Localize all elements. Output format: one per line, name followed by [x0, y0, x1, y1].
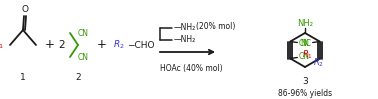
Text: $R_1$: $R_1$: [302, 48, 313, 61]
Text: 3: 3: [302, 78, 308, 87]
Text: $R_1$: $R_1$: [0, 39, 4, 51]
Text: CN: CN: [78, 29, 89, 38]
Text: NH₂: NH₂: [297, 19, 313, 28]
Text: 2: 2: [59, 40, 65, 50]
Text: —NH₂: —NH₂: [174, 36, 196, 44]
Text: 86-96% yields: 86-96% yields: [278, 89, 332, 98]
Text: —NH₂: —NH₂: [174, 23, 196, 32]
Text: $R_2$: $R_2$: [113, 39, 125, 51]
Text: 1: 1: [20, 73, 26, 82]
Text: +: +: [45, 39, 55, 51]
Text: CN: CN: [299, 52, 310, 61]
Text: CN: CN: [299, 39, 310, 48]
Text: −CHO: −CHO: [127, 40, 155, 50]
Text: HOAc (40% mol): HOAc (40% mol): [160, 63, 223, 72]
Text: CN: CN: [78, 52, 89, 61]
Text: +: +: [97, 39, 107, 51]
Text: (20% mol): (20% mol): [196, 21, 235, 30]
Text: 2: 2: [75, 73, 81, 82]
Text: $R_2$: $R_2$: [313, 57, 324, 69]
Text: NC: NC: [300, 39, 311, 48]
Text: O: O: [22, 6, 28, 14]
